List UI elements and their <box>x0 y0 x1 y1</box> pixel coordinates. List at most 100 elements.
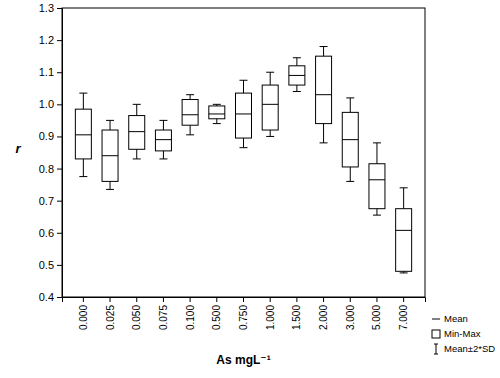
box <box>209 106 225 119</box>
y-tick: 1.0 <box>39 98 62 110</box>
x-tick-mark <box>296 297 297 302</box>
x-tick-mark <box>136 297 137 302</box>
x-tick-label: 1.500 <box>291 305 302 330</box>
box <box>236 93 252 138</box>
y-tick-label: 0.9 <box>39 130 54 142</box>
whisker-cap-lower <box>159 158 167 159</box>
y-tick-label: 0.6 <box>39 227 54 239</box>
box-group <box>236 80 252 147</box>
whisker-cap-upper <box>346 97 354 98</box>
box-group <box>155 120 171 159</box>
x-tick: 0.500 <box>211 297 222 330</box>
y-tick-mark <box>57 265 62 266</box>
y-tick-mark <box>57 233 62 234</box>
y-tick-label: 0.8 <box>39 163 54 175</box>
x-tick-label: 5.000 <box>371 305 382 330</box>
x-tick: 0.000 <box>78 297 89 330</box>
box-group <box>129 104 145 159</box>
y-tick-label: 0.5 <box>39 259 54 271</box>
mean-line <box>236 113 252 114</box>
box-group <box>316 47 332 143</box>
y-tick-label: 0.4 <box>39 291 54 303</box>
x-tick-mark <box>110 297 111 302</box>
whisker-cap-lower <box>320 142 328 143</box>
whisker-cap-lower <box>346 181 354 182</box>
whisker-cap-lower <box>293 91 301 92</box>
mean-line <box>342 139 358 140</box>
mean-line <box>396 230 412 231</box>
x-tick-label: 0.750 <box>238 305 249 330</box>
box <box>129 116 145 150</box>
mean-line <box>369 179 385 180</box>
whisker-cap-upper <box>400 187 408 188</box>
x-tick-mark <box>83 297 84 302</box>
box-group <box>182 95 198 135</box>
y-tick-mark <box>57 40 62 41</box>
whisker-cap-upper <box>293 57 301 58</box>
y-tick: 1.3 <box>39 2 62 14</box>
box <box>102 130 118 181</box>
box-group <box>396 188 412 273</box>
box <box>182 100 198 126</box>
x-tick-label: 0.050 <box>131 305 142 330</box>
chart: 0.40.50.60.70.80.91.01.11.21.30.0000.025… <box>0 0 500 378</box>
y-tick: 1.2 <box>39 34 62 46</box>
y-tick-mark <box>57 297 62 298</box>
x-tick: 2.000 <box>318 297 329 330</box>
legend: MeanMin-MaxMean±2*SD <box>432 313 495 354</box>
whisker-cap-lower <box>266 136 274 137</box>
whisker-cap-upper <box>159 120 167 121</box>
y-tick-mark <box>57 104 62 105</box>
whisker-cap-lower <box>186 134 194 135</box>
whisker-cap-upper <box>133 104 141 105</box>
x-axis: 0.000 0.025 0.050 0.075 0.100 0.500 0.750 1.000… <box>63 297 426 330</box>
y-tick-mark <box>57 136 62 137</box>
x-tick-mark <box>403 297 404 302</box>
x-tick: 3.000 <box>345 297 356 330</box>
box-group <box>75 93 91 176</box>
legend-symbol-mean <box>432 319 440 320</box>
whisker-cap-lower <box>213 123 221 124</box>
whisker-cap-lower <box>400 272 408 273</box>
x-tick: 0.075 <box>158 297 169 330</box>
y-tick: 0.5 <box>39 259 62 271</box>
y-tick: 0.7 <box>39 195 62 207</box>
box-group <box>262 72 278 136</box>
box-group <box>342 98 358 181</box>
x-tick-mark <box>163 297 164 302</box>
box-group <box>209 104 225 123</box>
x-tick-label: 0.025 <box>105 305 116 330</box>
box-group <box>102 120 118 189</box>
x-tick-mark <box>190 297 191 302</box>
x-tick: 5.000 <box>371 297 382 330</box>
x-tick: 1.500 <box>291 297 302 330</box>
plot-frame <box>62 8 425 297</box>
box <box>289 66 305 85</box>
mean-line <box>155 139 171 140</box>
y-tick-label: 0.7 <box>39 195 54 207</box>
box <box>316 56 332 123</box>
x-tick-label: 0.075 <box>158 305 169 330</box>
legend-label: Mean <box>444 313 468 324</box>
plot: 0.40.50.60.70.80.91.01.11.21.30.0000.025… <box>39 2 426 330</box>
whisker-cap-upper <box>213 104 221 105</box>
y-tick-label: 1.2 <box>39 34 54 46</box>
whisker-cap-lower <box>133 158 141 159</box>
legend-label: Min-Max <box>444 328 481 339</box>
x-tick-mark <box>350 297 351 302</box>
x-tick-mark <box>216 297 217 302</box>
y-tick: 0.4 <box>39 291 62 303</box>
x-tick: 1.000 <box>265 297 276 330</box>
mean-line <box>75 134 91 135</box>
legend-symbol-whisker <box>434 344 438 354</box>
y-tick-label: 1.3 <box>39 2 54 14</box>
whisker-cap-upper <box>373 142 381 143</box>
x-tick: 0.100 <box>185 297 196 330</box>
y-tick-mark <box>57 72 62 73</box>
whisker-cap-lower <box>373 215 381 216</box>
box-group <box>289 58 305 92</box>
y-axis-title: r <box>15 141 21 156</box>
x-tick-label: 0.000 <box>78 305 89 330</box>
y-axis-line <box>57 9 63 298</box>
whisker-cap-upper <box>320 46 328 47</box>
